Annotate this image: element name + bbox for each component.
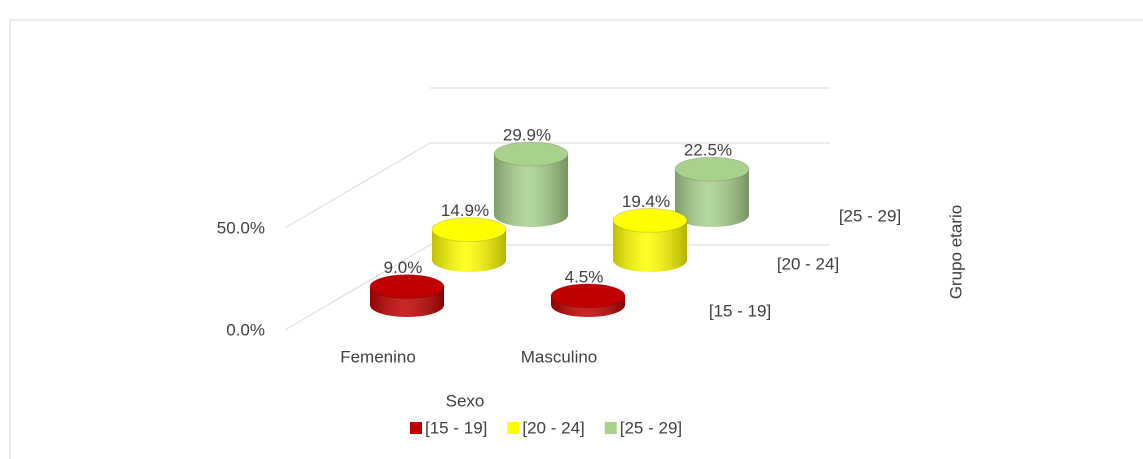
data-label: 14.9% bbox=[441, 201, 489, 220]
cylinder bbox=[674, 156, 750, 227]
cylinder-shade bbox=[675, 169, 749, 227]
legend-label: [25 - 29] bbox=[620, 418, 682, 437]
z-tick-label: [20 - 24] bbox=[777, 254, 839, 273]
cylinder bbox=[493, 141, 569, 227]
data-label: 19.4% bbox=[622, 192, 670, 211]
data-label: 29.9% bbox=[503, 125, 551, 144]
cylinder-shade bbox=[494, 154, 568, 227]
legend-label: [15 - 19] bbox=[425, 418, 487, 437]
z-axis-title: Grupo etario bbox=[946, 205, 965, 300]
legend-label: [20 - 24] bbox=[522, 418, 584, 437]
legend-swatch bbox=[604, 422, 617, 434]
grid-line bbox=[284, 142, 830, 229]
y-tick-label: 0.0% bbox=[226, 320, 265, 339]
grid-line bbox=[284, 244, 830, 331]
cylinder-top bbox=[493, 141, 569, 167]
z-tick-label: [15 - 19] bbox=[709, 301, 771, 320]
cylinder-shade bbox=[613, 220, 687, 272]
chart-frame bbox=[9, 19, 1143, 459]
cylinder bbox=[612, 207, 688, 272]
cylinder-top bbox=[369, 274, 445, 300]
y-tick-label: 50.0% bbox=[217, 218, 265, 237]
data-label: 4.5% bbox=[565, 267, 604, 286]
cylinder-top bbox=[550, 283, 626, 309]
x-axis-title: Sexo bbox=[446, 391, 485, 410]
x-tick-label: Femenino bbox=[340, 347, 416, 366]
cylinder-shade bbox=[432, 229, 506, 272]
cylinder-top bbox=[674, 156, 750, 182]
cylinder bbox=[431, 217, 507, 272]
cylinder bbox=[550, 283, 626, 317]
data-label: 22.5% bbox=[684, 141, 732, 160]
legend-swatch bbox=[507, 422, 520, 434]
cylinder-top bbox=[431, 217, 507, 243]
cylinder bbox=[369, 274, 445, 317]
x-tick-label: Masculino bbox=[521, 347, 598, 366]
cylinder-top bbox=[612, 207, 688, 233]
legend-swatch bbox=[410, 422, 422, 434]
z-tick-label: [25 - 29] bbox=[839, 206, 901, 225]
data-label: 9.0% bbox=[384, 258, 423, 277]
